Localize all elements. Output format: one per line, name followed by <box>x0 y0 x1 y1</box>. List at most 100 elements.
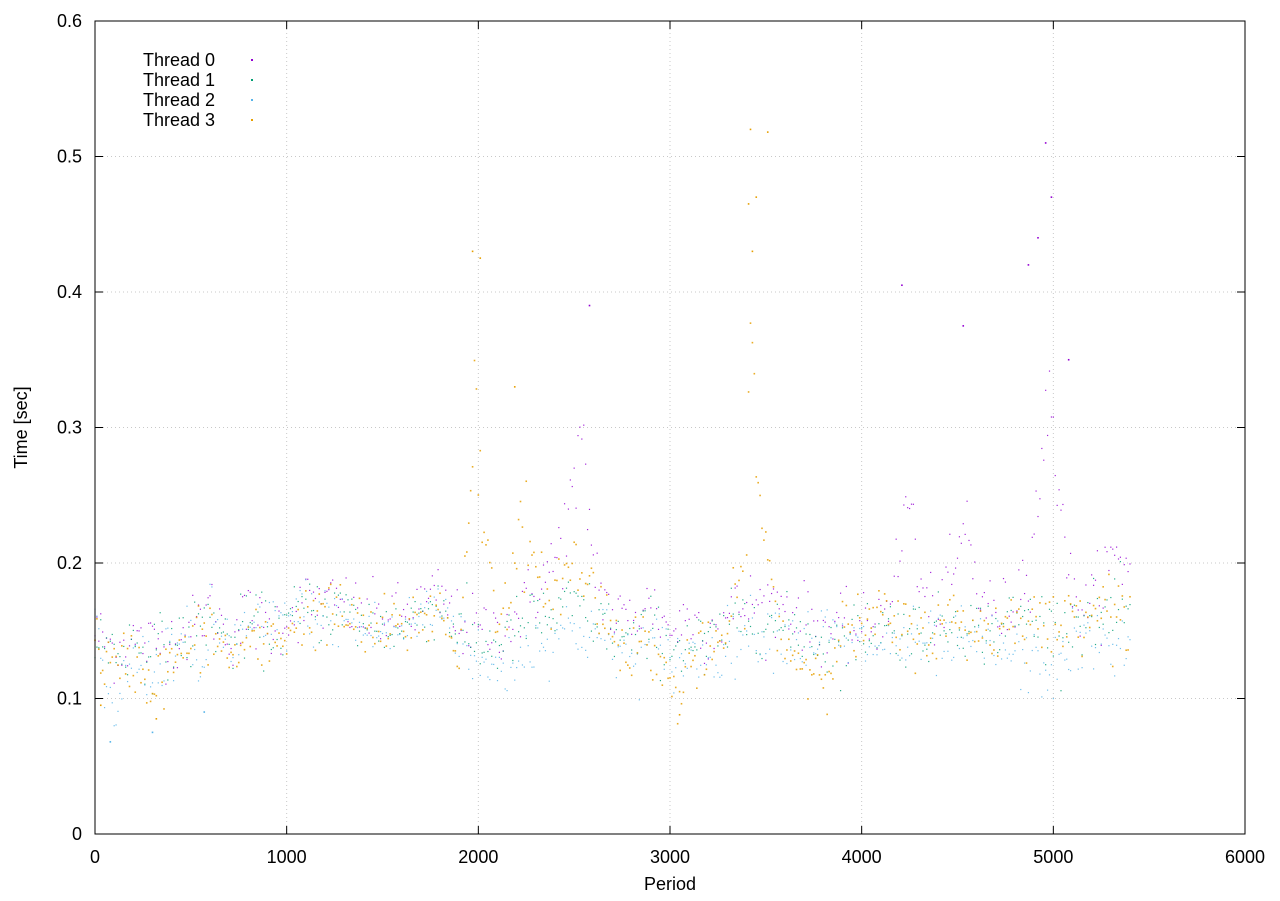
data-point <box>1081 655 1083 658</box>
data-point <box>655 608 658 610</box>
data-point <box>1108 645 1110 647</box>
data-point <box>368 632 370 634</box>
data-point <box>466 551 468 553</box>
data-point <box>550 609 552 611</box>
data-point <box>1081 609 1083 611</box>
data-point <box>404 620 407 623</box>
data-point <box>163 646 165 648</box>
data-point <box>707 621 710 624</box>
data-point <box>272 623 275 625</box>
data-point <box>1096 550 1099 552</box>
data-point <box>207 597 209 599</box>
data-point <box>901 657 903 659</box>
data-point <box>527 645 529 647</box>
data-point <box>707 657 709 659</box>
data-point <box>182 627 184 629</box>
data-point <box>314 597 317 600</box>
data-point <box>456 589 458 591</box>
data-point <box>535 565 537 568</box>
data-point <box>220 635 223 637</box>
data-point <box>512 659 514 662</box>
data-point <box>134 645 136 648</box>
data-point <box>287 634 290 636</box>
x-tick-label: 0 <box>90 847 100 867</box>
data-point <box>339 611 341 613</box>
axis-tick-labels: 0 1000 2000 3000 4000 5000 600000.10.20.30.40.… <box>57 11 1265 867</box>
data-point <box>738 611 740 613</box>
data-point <box>441 585 443 587</box>
data-point <box>435 604 437 606</box>
data-point <box>299 586 301 588</box>
data-point <box>540 642 543 645</box>
data-point <box>155 653 157 656</box>
data-point <box>186 658 188 661</box>
data-point <box>799 657 801 660</box>
data-point <box>864 634 867 637</box>
data-point <box>678 657 681 659</box>
data-point <box>148 622 150 624</box>
data-point <box>374 630 376 632</box>
data-point <box>906 630 909 633</box>
data-point <box>356 626 359 629</box>
data-point <box>211 586 213 588</box>
data-point <box>999 625 1001 627</box>
data-point <box>1077 616 1079 618</box>
data-point <box>312 599 315 602</box>
data-point <box>816 620 819 622</box>
data-point <box>1025 662 1028 664</box>
data-point <box>556 579 558 582</box>
data-point <box>747 620 750 622</box>
data-point <box>276 638 278 641</box>
data-point <box>594 586 596 588</box>
data-point <box>431 630 434 633</box>
data-point <box>1085 611 1087 614</box>
data-point <box>918 633 920 635</box>
data-point <box>483 607 485 609</box>
data-point <box>140 681 142 684</box>
data-point <box>730 587 732 589</box>
data-point <box>284 614 286 616</box>
data-point <box>335 596 338 598</box>
data-point <box>536 576 539 579</box>
data-point <box>882 636 884 638</box>
data-point <box>485 608 487 611</box>
data-point <box>784 624 786 626</box>
data-point <box>757 661 759 663</box>
data-point <box>349 604 351 606</box>
data-point <box>627 619 629 622</box>
data-point <box>609 619 612 622</box>
data-point <box>914 641 916 643</box>
data-point <box>475 612 478 614</box>
data-point <box>205 635 207 637</box>
data-point <box>345 594 347 596</box>
data-point <box>590 630 593 632</box>
data-point <box>1127 649 1129 651</box>
data-point <box>565 562 568 565</box>
data-point <box>866 653 869 656</box>
data-point <box>161 684 163 687</box>
data-point <box>136 630 138 632</box>
data-point <box>1018 624 1020 626</box>
data-point <box>866 618 869 620</box>
data-point <box>1050 610 1053 612</box>
data-point <box>675 628 677 630</box>
data-point <box>132 674 135 677</box>
data-point <box>395 626 397 628</box>
data-point <box>1056 638 1058 641</box>
data-point <box>1119 561 1122 563</box>
data-point <box>590 610 593 612</box>
data-point <box>172 666 175 668</box>
data-point <box>280 653 282 655</box>
data-point <box>613 655 616 658</box>
data-point <box>554 630 556 632</box>
data-point <box>512 628 514 631</box>
data-point <box>832 619 834 621</box>
data-point <box>220 650 223 652</box>
data-point <box>828 670 830 673</box>
data-point <box>924 595 926 598</box>
data-point <box>974 561 976 563</box>
data-point <box>149 686 152 688</box>
data-point <box>381 623 384 625</box>
data-point <box>535 624 537 627</box>
data-point <box>360 614 363 616</box>
